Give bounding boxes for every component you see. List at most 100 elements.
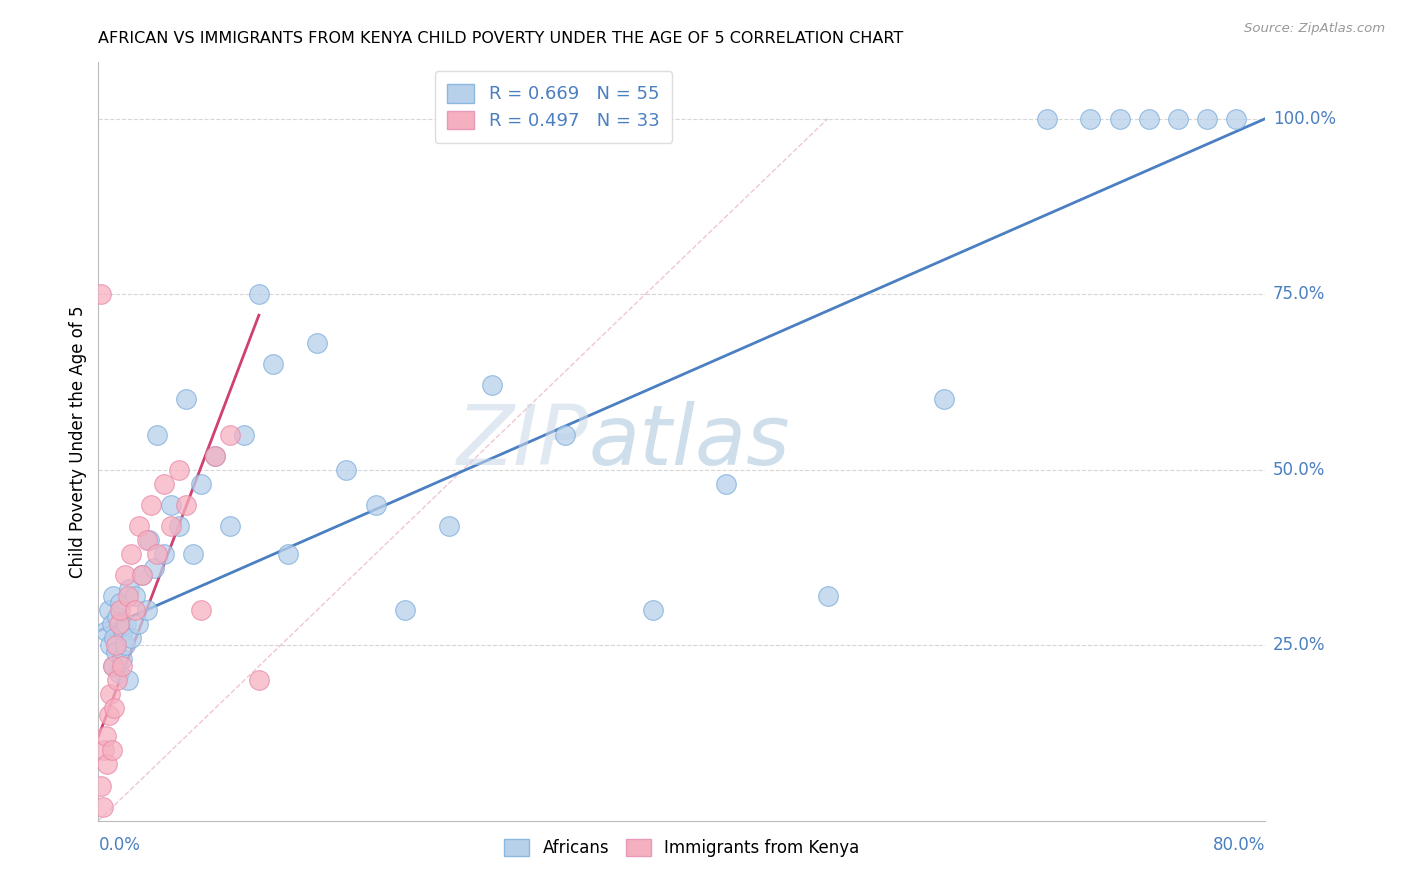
Point — [94, 730, 117, 744]
Point — [190, 476, 212, 491]
Text: 25.0%: 25.0% — [1272, 636, 1326, 654]
Point — [94, 624, 117, 639]
Text: 0.0%: 0.0% — [98, 836, 141, 854]
Point — [100, 743, 122, 757]
Text: 100.0%: 100.0% — [1272, 110, 1336, 128]
Point — [124, 589, 146, 603]
Point — [139, 498, 162, 512]
Point — [91, 799, 114, 814]
Point — [1167, 112, 1189, 126]
Point — [114, 638, 136, 652]
Point — [104, 638, 127, 652]
Point — [112, 624, 135, 639]
Point — [167, 462, 190, 476]
Point — [181, 547, 204, 561]
Point — [233, 427, 256, 442]
Point — [101, 589, 124, 603]
Point — [120, 547, 142, 561]
Point — [108, 617, 131, 632]
Point — [307, 336, 329, 351]
Point — [394, 603, 416, 617]
Point — [218, 427, 240, 442]
Text: AFRICAN VS IMMIGRANTS FROM KENYA CHILD POVERTY UNDER THE AGE OF 5 CORRELATION CH: AFRICAN VS IMMIGRANTS FROM KENYA CHILD P… — [98, 31, 904, 46]
Text: 80.0%: 80.0% — [1213, 836, 1265, 854]
Point — [111, 652, 134, 666]
Point — [135, 603, 157, 617]
Point — [160, 498, 183, 512]
Point — [90, 287, 112, 301]
Text: Source: ZipAtlas.com: Source: ZipAtlas.com — [1244, 22, 1385, 36]
Point — [138, 533, 160, 547]
Point — [90, 779, 112, 793]
Point — [97, 603, 120, 617]
Point — [97, 708, 120, 723]
Point — [100, 617, 122, 632]
Point — [204, 449, 226, 463]
Y-axis label: Child Poverty Under the Age of 5: Child Poverty Under the Age of 5 — [69, 305, 87, 578]
Point — [93, 743, 115, 757]
Point — [142, 561, 165, 575]
Point — [108, 666, 131, 681]
Point — [101, 659, 124, 673]
Point — [98, 687, 121, 701]
Point — [131, 568, 153, 582]
Point — [174, 498, 197, 512]
Point — [218, 518, 240, 533]
Text: atlas: atlas — [589, 401, 790, 482]
Point — [1225, 112, 1247, 126]
Point — [98, 638, 121, 652]
Point — [105, 673, 128, 688]
Point — [96, 757, 118, 772]
Point — [335, 462, 357, 476]
Point — [110, 603, 132, 617]
Point — [135, 533, 157, 547]
Point — [247, 673, 270, 688]
Point — [103, 631, 125, 645]
Point — [247, 287, 270, 301]
Point — [554, 427, 576, 442]
Legend: Africans, Immigrants from Kenya: Africans, Immigrants from Kenya — [496, 830, 868, 865]
Point — [204, 449, 226, 463]
Point — [174, 392, 197, 407]
Point — [105, 610, 128, 624]
Point — [146, 547, 169, 561]
Text: 75.0%: 75.0% — [1272, 285, 1324, 303]
Point — [1035, 112, 1057, 126]
Point — [111, 659, 134, 673]
Point — [262, 357, 284, 371]
Point — [120, 631, 142, 645]
Point — [146, 427, 169, 442]
Point — [131, 568, 153, 582]
Point — [114, 568, 136, 582]
Point — [190, 603, 212, 617]
Point — [364, 498, 387, 512]
Point — [110, 596, 132, 610]
Point — [127, 617, 149, 632]
Point — [117, 589, 139, 603]
Point — [934, 392, 956, 407]
Text: ZIP: ZIP — [457, 401, 589, 482]
Point — [481, 378, 503, 392]
Point — [167, 518, 190, 533]
Point — [437, 518, 460, 533]
Point — [124, 603, 146, 617]
Point — [104, 645, 127, 659]
Point — [277, 547, 299, 561]
Point — [1080, 112, 1102, 126]
Point — [103, 701, 125, 715]
Point — [817, 589, 839, 603]
Point — [1108, 112, 1130, 126]
Point — [115, 617, 138, 632]
Point — [1195, 112, 1218, 126]
Point — [153, 547, 176, 561]
Point — [128, 518, 150, 533]
Point — [118, 582, 141, 596]
Text: 50.0%: 50.0% — [1272, 460, 1324, 479]
Point — [101, 659, 124, 673]
Point — [1137, 112, 1160, 126]
Point — [714, 476, 737, 491]
Point — [153, 476, 176, 491]
Point — [117, 673, 139, 688]
Point — [641, 603, 664, 617]
Point — [160, 518, 183, 533]
